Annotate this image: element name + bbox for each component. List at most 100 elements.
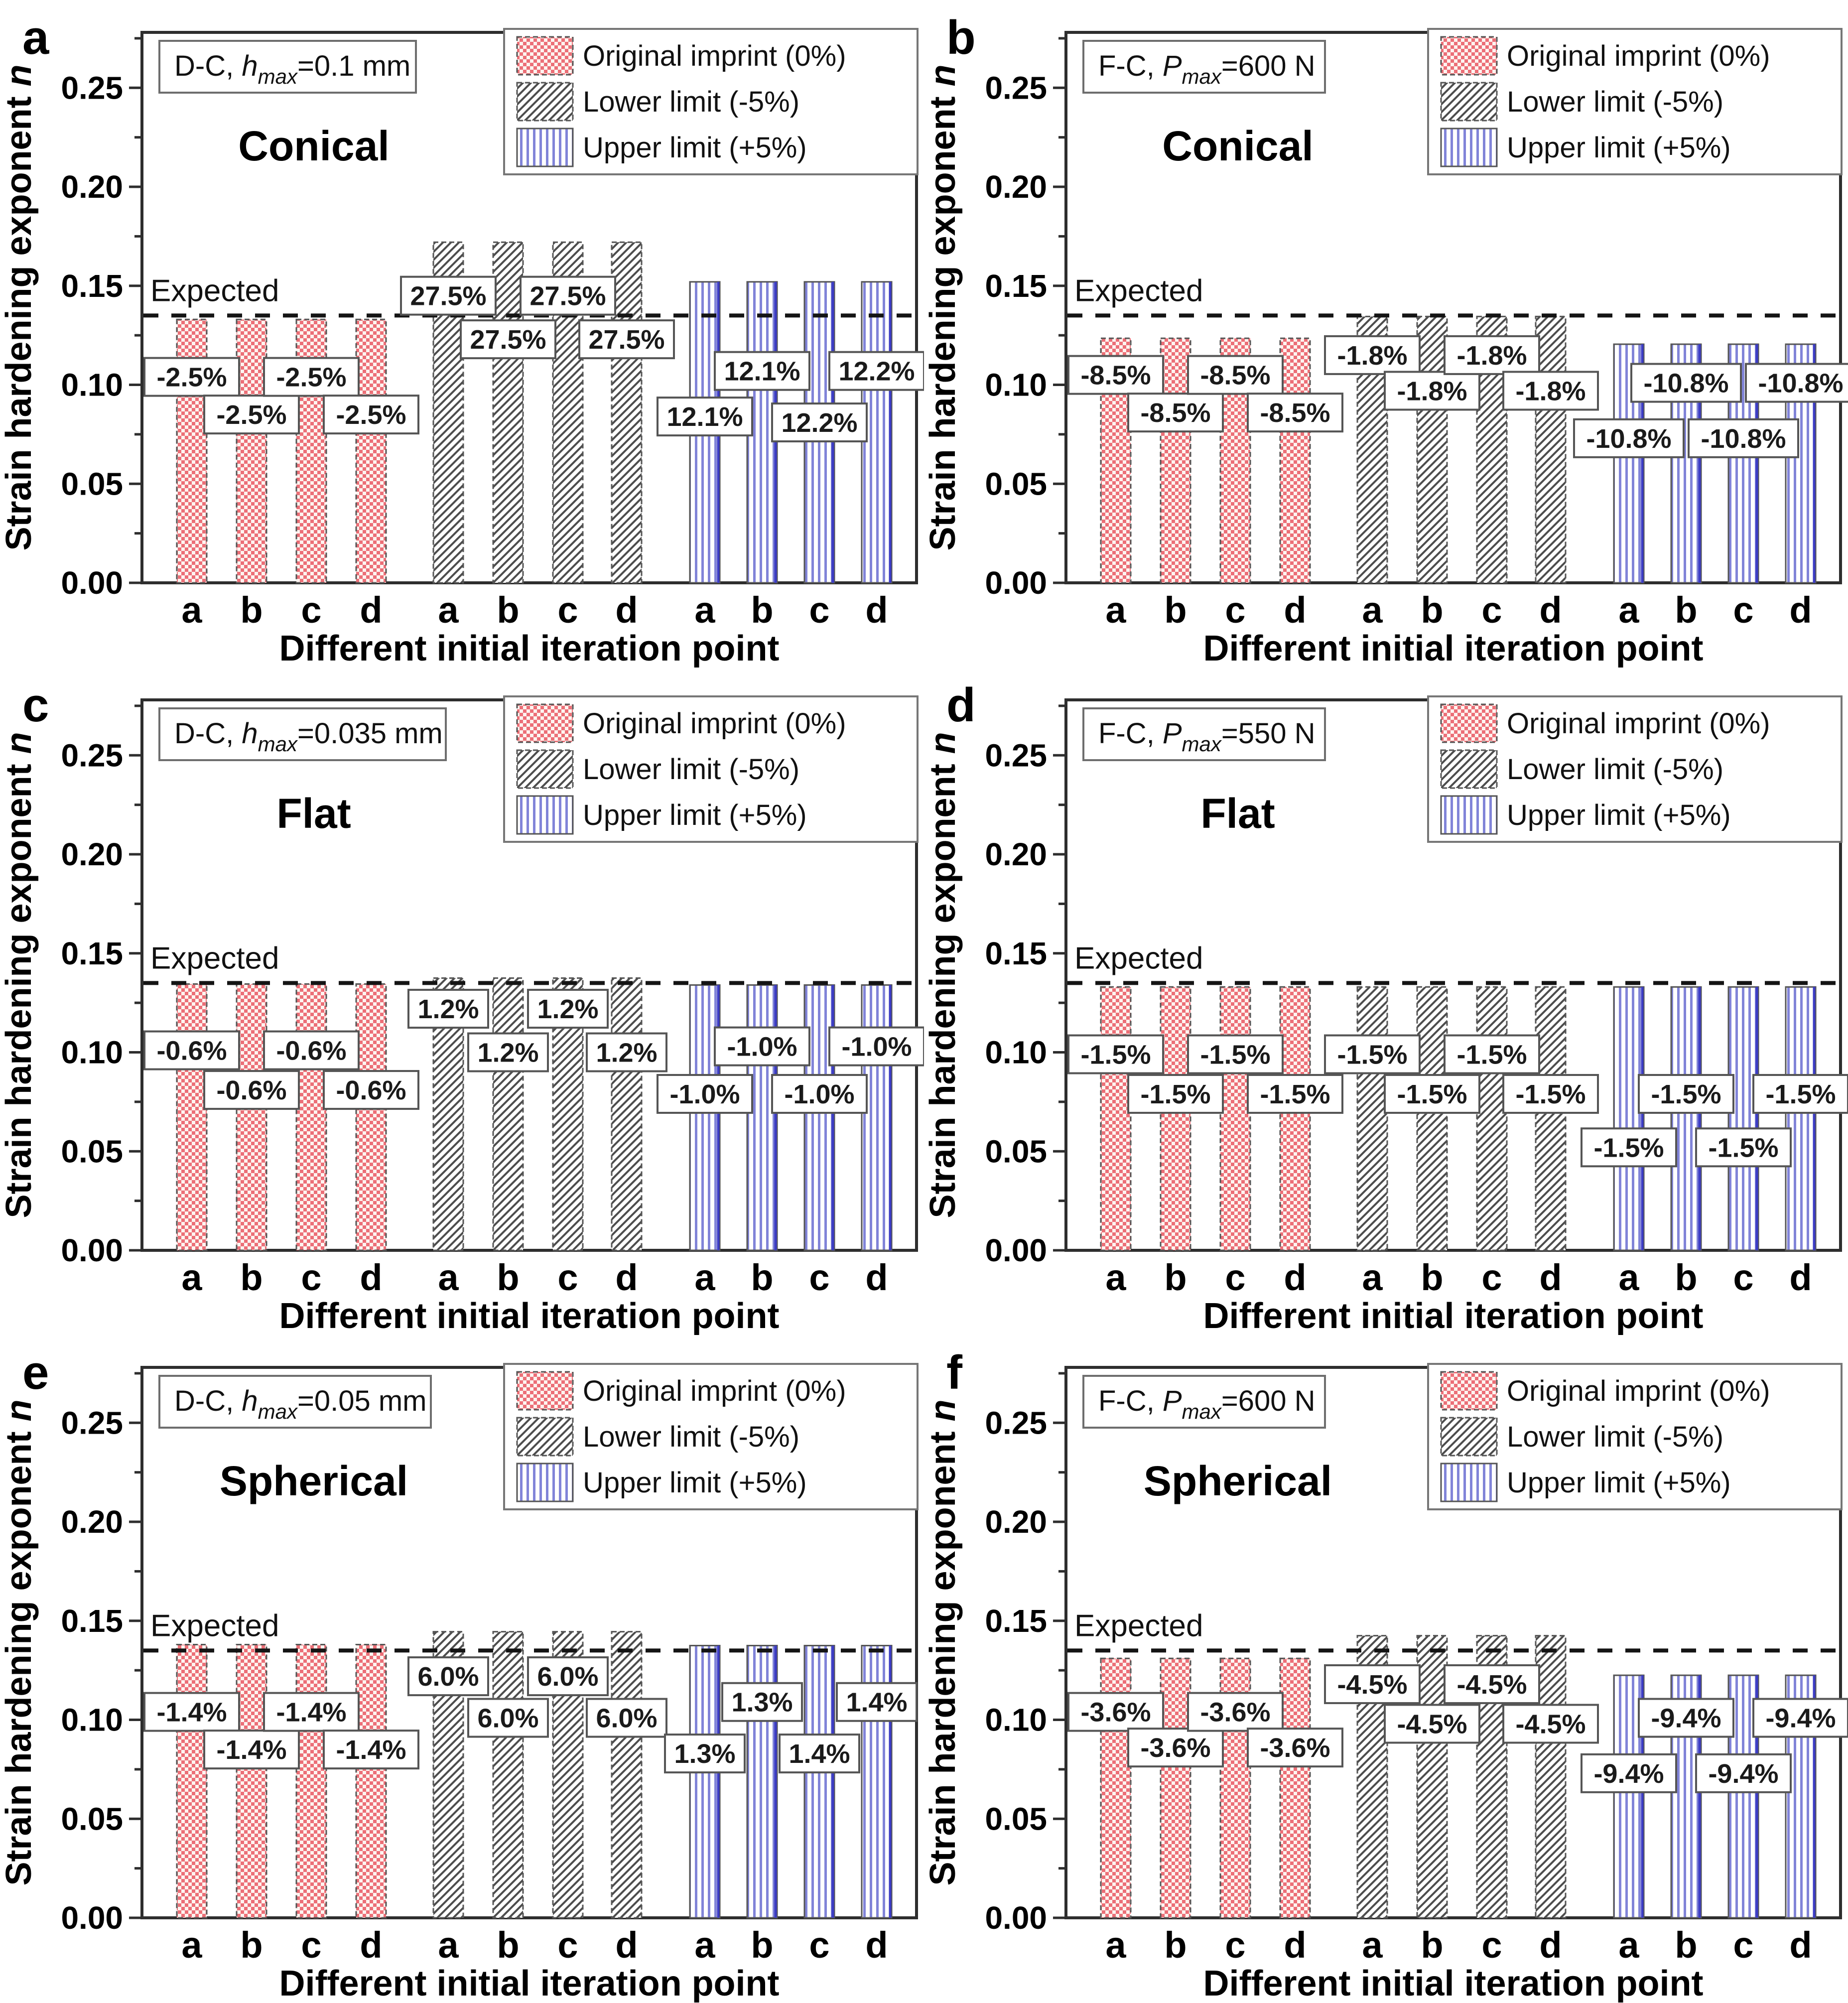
x-category-label: c: [557, 1257, 578, 1298]
bar-label-box: [407, 989, 489, 1029]
y-tick-label: 0.00: [61, 1900, 123, 1936]
bar-label: -1.5%: [1765, 1079, 1836, 1109]
bar-original-imprint-d: [355, 1644, 387, 1919]
y-tick-label: 0.05: [985, 1133, 1047, 1169]
x-axis-title: Different initial iteration point: [1203, 629, 1704, 668]
bar-original-imprint-c: [295, 983, 327, 1251]
bar-label: -1.5%: [1260, 1079, 1330, 1109]
bar-label-box: [323, 1730, 419, 1770]
y-tick-label: 0.20: [985, 1504, 1047, 1540]
bar-label: -1.5%: [1708, 1133, 1778, 1163]
bar-label: -10.8%: [1701, 424, 1786, 454]
bar-label-box: [1067, 1692, 1164, 1732]
bar-label-box: [1630, 363, 1742, 403]
y-axis-title: Strain hardening exponent n: [924, 1399, 963, 1885]
legend-label: Lower limit (-5%): [1507, 753, 1723, 786]
y-tick-label: 0.25: [61, 1405, 123, 1441]
x-category-label: d: [360, 589, 382, 631]
x-category-label: c: [557, 1924, 578, 1966]
bar-label-box: [836, 1682, 918, 1722]
y-axis-title: Strain hardening exponent n: [0, 732, 39, 1218]
bar-label: -1.5%: [1456, 1040, 1527, 1069]
bar-label: -1.8%: [1337, 341, 1407, 371]
y-tick-label: 0.05: [61, 1133, 123, 1169]
bar-label: -1.4%: [336, 1735, 406, 1765]
y-tick-label: 0.10: [985, 1702, 1047, 1738]
x-category-label: d: [865, 1257, 888, 1298]
panel-letter: b: [946, 11, 976, 64]
condition-label: D-C, hmax=0.05 mm: [174, 1385, 426, 1423]
bar-label: -2.5%: [216, 400, 286, 430]
bar-label-box: [1127, 393, 1224, 433]
y-tick-label: 0.05: [985, 1801, 1047, 1837]
shape-label: Spherical: [1144, 1458, 1332, 1504]
legend-swatch-original-imprint: [1440, 703, 1498, 743]
bar-label-box: [143, 1692, 240, 1732]
bar-label-box: [1384, 1073, 1480, 1114]
y-tick-label: 0.20: [985, 169, 1047, 205]
bar-label: -8.5%: [1200, 361, 1270, 391]
bar-label-box: [721, 1682, 803, 1722]
x-category-label: b: [751, 1924, 773, 1966]
x-category-label: d: [865, 589, 888, 631]
x-category-label: d: [1284, 589, 1306, 631]
bar-label-box: [664, 1734, 746, 1774]
legend-swatch-upper-limit: [1440, 1463, 1498, 1502]
bar-label-box: [714, 351, 810, 391]
x-category-label: d: [1284, 1257, 1306, 1298]
bar-upper-limit-a: [1613, 986, 1645, 1251]
bar-label-box: [1581, 1127, 1677, 1168]
x-category-label: c: [301, 1924, 321, 1966]
bar-label-box: [1187, 1034, 1284, 1074]
legend-swatch-original-imprint: [1440, 36, 1498, 76]
bar-label: -1.5%: [1651, 1079, 1721, 1109]
bar-label-box: [1127, 1073, 1224, 1114]
bar-label-box: [263, 357, 360, 397]
x-category-label: a: [438, 1257, 459, 1298]
y-tick-label: 0.05: [985, 466, 1047, 502]
bar-lower-limit-d: [1535, 315, 1567, 584]
condition-label: F-C, Pmax=600 N: [1098, 50, 1316, 88]
bar-label: -1.5%: [1397, 1079, 1467, 1109]
y-tick-label: 0.10: [61, 367, 123, 403]
y-tick-label: 0.20: [61, 836, 123, 872]
expected-label: Expected: [150, 941, 279, 975]
x-category-label: a: [1105, 1924, 1126, 1966]
bar-label-box: [1067, 355, 1164, 395]
panel-c: c 0.00 0.05 0.10 0.15 0.20 0.25 Strain hardenin…: [0, 668, 924, 1335]
bar-upper-limit-a: [689, 984, 721, 1251]
bar-upper-limit-c: [1727, 986, 1759, 1251]
bar-label: 27.5%: [529, 281, 606, 311]
legend-label: Original imprint (0%): [583, 1375, 846, 1407]
bar-label-box: [1638, 1073, 1734, 1114]
bar-upper-limit-b: [746, 984, 778, 1251]
x-axis-title: Different initial iteration point: [279, 1964, 780, 2003]
bar-label: 12.2%: [838, 357, 915, 387]
legend-swatch-upper-limit: [1440, 795, 1498, 835]
x-category-label: d: [360, 1257, 382, 1298]
bar-label-box: [1444, 335, 1540, 375]
condition-label: D-C, hmax=0.1 mm: [174, 50, 410, 88]
bar-label: 1.2%: [477, 1038, 538, 1068]
x-axis-title: Different initial iteration point: [279, 629, 780, 668]
bar-label: -0.6%: [276, 1036, 346, 1066]
y-tick-label: 0.20: [61, 169, 123, 205]
bar-label-box: [1324, 335, 1421, 375]
panel-letter: e: [22, 1346, 49, 1399]
x-category-label: a: [694, 1257, 715, 1298]
x-category-label: c: [809, 1257, 829, 1298]
bar-label: -4.5%: [1515, 1709, 1585, 1739]
y-tick-label: 0.05: [61, 466, 123, 502]
bar-label: 27.5%: [588, 325, 664, 355]
y-axis-title: Strain hardening exponent n: [924, 64, 963, 550]
bar-original-imprint-b: [236, 318, 267, 584]
bar-label: -1.4%: [156, 1698, 227, 1728]
bar-label-box: [1502, 1073, 1599, 1114]
legend-swatch-upper-limit: [516, 128, 574, 167]
legend-swatch-lower-limit: [516, 749, 574, 789]
panel-e: e 0.00 0.05 0.10 0.15 0.20 0.25 Strain hardenin…: [0, 1335, 924, 2003]
bar-label: -1.5%: [1515, 1079, 1585, 1109]
y-tick-label: 0.10: [985, 367, 1047, 403]
bar-original-imprint-c: [295, 1644, 327, 1919]
